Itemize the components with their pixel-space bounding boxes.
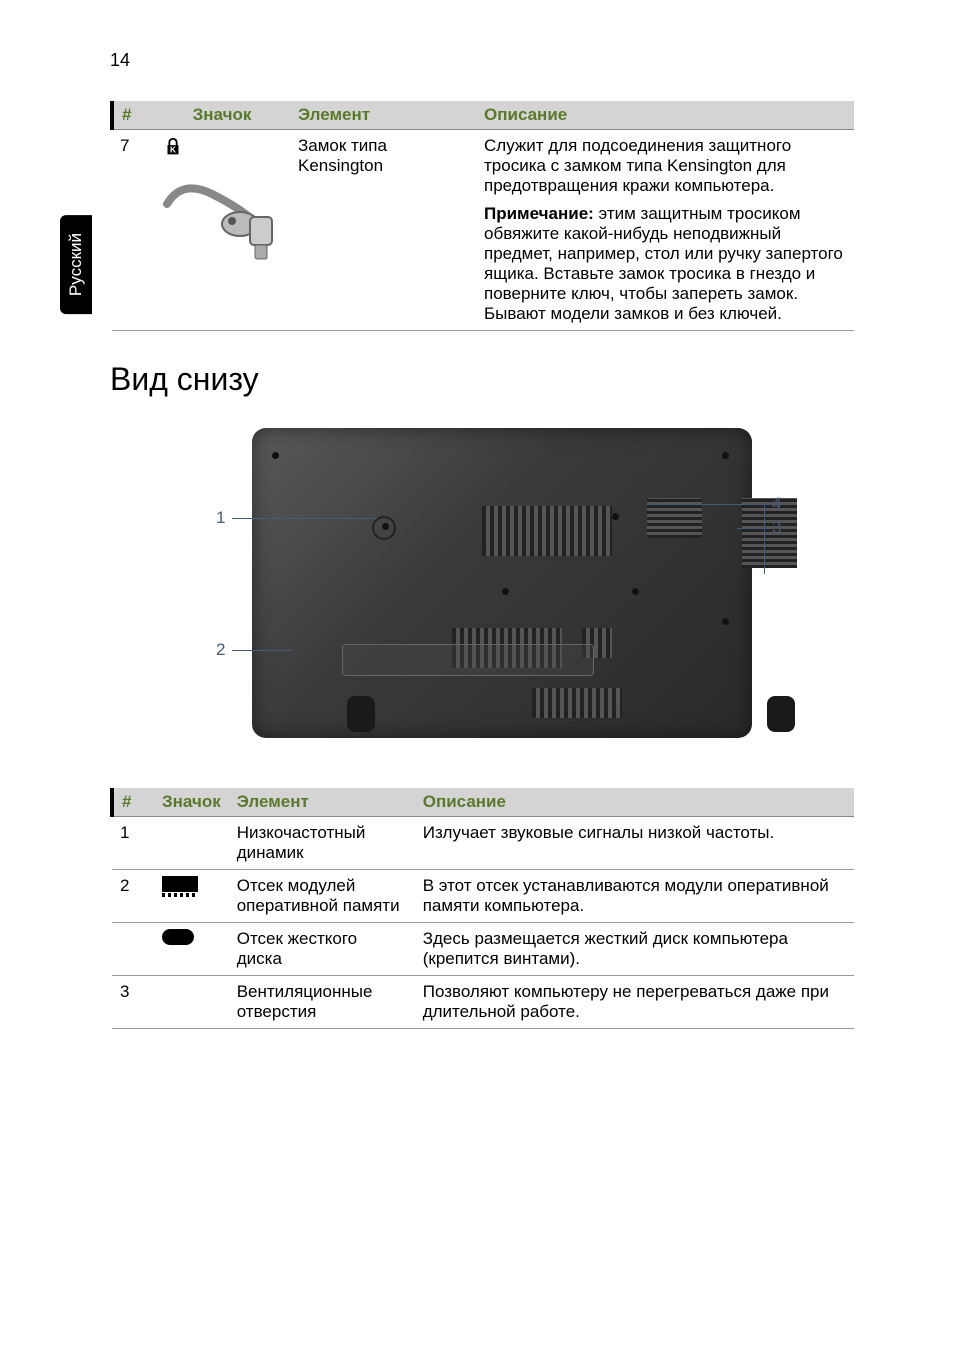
col-header-elem: Элемент	[229, 788, 415, 817]
cell-icon	[154, 976, 229, 1029]
cell-num: 7	[112, 130, 154, 331]
cell-elem: Вентиляционные отверстия	[229, 976, 415, 1029]
col-header-desc: Описание	[476, 101, 854, 130]
col-header-num: #	[112, 101, 154, 130]
table-row: 2 Отсек модулей оперативной памяти В это…	[112, 870, 854, 923]
callout-line	[647, 504, 767, 505]
bottom-view-diagram: 1 2 4 3	[182, 418, 782, 758]
callout-line	[737, 528, 767, 529]
cell-icon	[154, 817, 229, 870]
col-header-icon: Значок	[154, 101, 290, 130]
side-language-tab: Русский	[60, 215, 92, 314]
section-heading: Вид снизу	[110, 361, 854, 398]
callout-bracket	[764, 504, 765, 574]
memory-icon	[162, 876, 198, 892]
desc-text-1: Служит для подсоединения защитного троси…	[484, 136, 791, 195]
note-label: Примечание:	[484, 204, 594, 223]
col-header-num: #	[112, 788, 154, 817]
screw-shape	[632, 588, 639, 595]
vent-shape	[482, 506, 612, 556]
table-row: Отсек жесткого диска Здесь размещается ж…	[112, 923, 854, 976]
page: Русский 14 # Значок Элемент Описание 7	[0, 0, 954, 1089]
cell-icon	[154, 923, 229, 976]
vent-shape	[742, 498, 797, 568]
speaker-shape	[372, 516, 396, 540]
cell-num: 1	[112, 817, 154, 870]
cell-desc: В этот отсек устанавливаются модули опер…	[415, 870, 854, 923]
cell-desc: Служит для подсоединения защитного троси…	[476, 130, 854, 331]
table-header-row: # Значок Элемент Описание	[112, 101, 854, 130]
kensington-lock-icon: K	[162, 136, 184, 158]
spec-table-bottom: # Значок Элемент Описание 1 Низкочастотн…	[110, 788, 854, 1029]
screw-shape	[502, 588, 509, 595]
screw-shape	[272, 452, 279, 459]
col-header-desc: Описание	[415, 788, 854, 817]
table-row: 7 K	[112, 130, 854, 331]
panel-shape	[342, 644, 594, 676]
cell-elem: Низкочастотный динамик	[229, 817, 415, 870]
cell-icon: K	[154, 130, 290, 331]
screw-shape	[612, 513, 619, 520]
laptop-base-shape	[252, 428, 752, 738]
hdd-icon	[162, 929, 194, 945]
callout-number: 2	[216, 640, 225, 660]
cell-desc: Излучает звуковые сигналы низкой частоты…	[415, 817, 854, 870]
cell-desc: Здесь размещается жесткий диск компьютер…	[415, 923, 854, 976]
foot-shape	[767, 696, 795, 732]
diagram-container: 1 2 4 3	[110, 418, 854, 758]
callout-line	[232, 518, 377, 519]
spec-table-top: # Значок Элемент Описание 7 K	[110, 101, 854, 331]
callout-number: 3	[772, 518, 781, 538]
svg-text:K: K	[170, 146, 176, 155]
table-row: 3 Вентиляционные отверстия Позволяют ком…	[112, 976, 854, 1029]
callout-line	[232, 650, 292, 651]
screw-shape	[722, 618, 729, 625]
cell-num: 3	[112, 976, 154, 1029]
cell-elem: Отсек модулей оперативной памяти	[229, 870, 415, 923]
col-header-elem: Элемент	[290, 101, 476, 130]
cell-num	[112, 923, 154, 976]
screw-shape	[722, 452, 729, 459]
callout-number: 1	[216, 508, 225, 528]
foot-shape	[347, 696, 375, 732]
callout-number: 4	[772, 494, 781, 514]
page-content: # Значок Элемент Описание 7 K	[110, 101, 854, 1029]
cell-elem: Отсек жесткого диска	[229, 923, 415, 976]
lock-cable-illustration	[162, 169, 282, 269]
cell-num: 2	[112, 870, 154, 923]
table-row: 1 Низкочастотный динамик Излучает звуков…	[112, 817, 854, 870]
table-header-row: # Значок Элемент Описание	[112, 788, 854, 817]
page-number: 14	[110, 50, 854, 71]
cell-icon	[154, 870, 229, 923]
cell-desc: Позволяют компьютеру не перегреваться да…	[415, 976, 854, 1029]
cell-elem: Замок типа Kensington	[290, 130, 476, 331]
col-header-icon: Значок	[154, 788, 229, 817]
vent-shape	[532, 688, 622, 718]
